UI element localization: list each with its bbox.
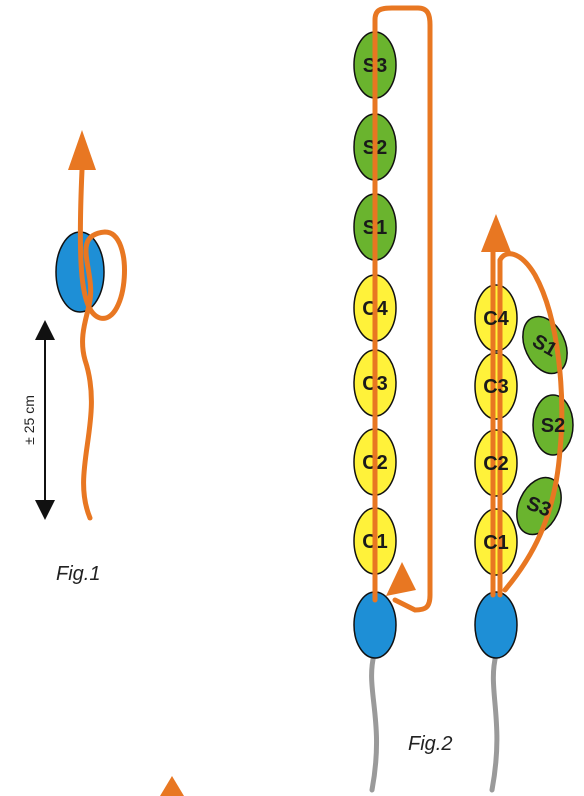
fig2-left-group: S3 S2 S1 C4 C3 C2 C1 — [353, 5, 433, 793]
bead-right-c4 — [474, 284, 518, 352]
fig1-group: ± 25 cm Fig.1 — [21, 130, 127, 585]
fig2-left-arrow-head — [386, 562, 416, 596]
bead-right-c1 — [474, 508, 518, 576]
fig2-left-tail — [369, 652, 380, 793]
bead-label-side-s2: S2 — [541, 415, 565, 437]
fig2-right-arrow-head — [481, 214, 511, 252]
fig1-caption: Fig.1 — [56, 563, 100, 585]
bead-label-right-c2: C2 — [483, 453, 509, 475]
fig2-right-orange-line — [490, 249, 565, 598]
fig2-caption: Fig.2 — [408, 733, 452, 755]
fig1-orange-line — [77, 167, 127, 521]
bead-right-c3 — [474, 352, 518, 420]
fig2-right-blue-bead — [474, 591, 518, 659]
fig1-measure-label: ± 25 cm — [21, 395, 37, 445]
fig2-right-tail — [489, 652, 500, 793]
fig2-right-group: C4 C3 C2 C1 S1 S2 S3 — [474, 214, 574, 793]
bead-label-right-c3: C3 — [483, 376, 509, 398]
bottom-arrow-head — [160, 776, 184, 796]
fig2-left-orange-line — [372, 5, 433, 613]
bead-right-c2 — [474, 429, 518, 497]
bead-side-s3 — [516, 476, 562, 536]
fig1-arrow-head — [68, 130, 96, 170]
bead-label-right-c4: C4 — [483, 308, 509, 330]
bead-label-right-c1: C1 — [483, 532, 509, 554]
